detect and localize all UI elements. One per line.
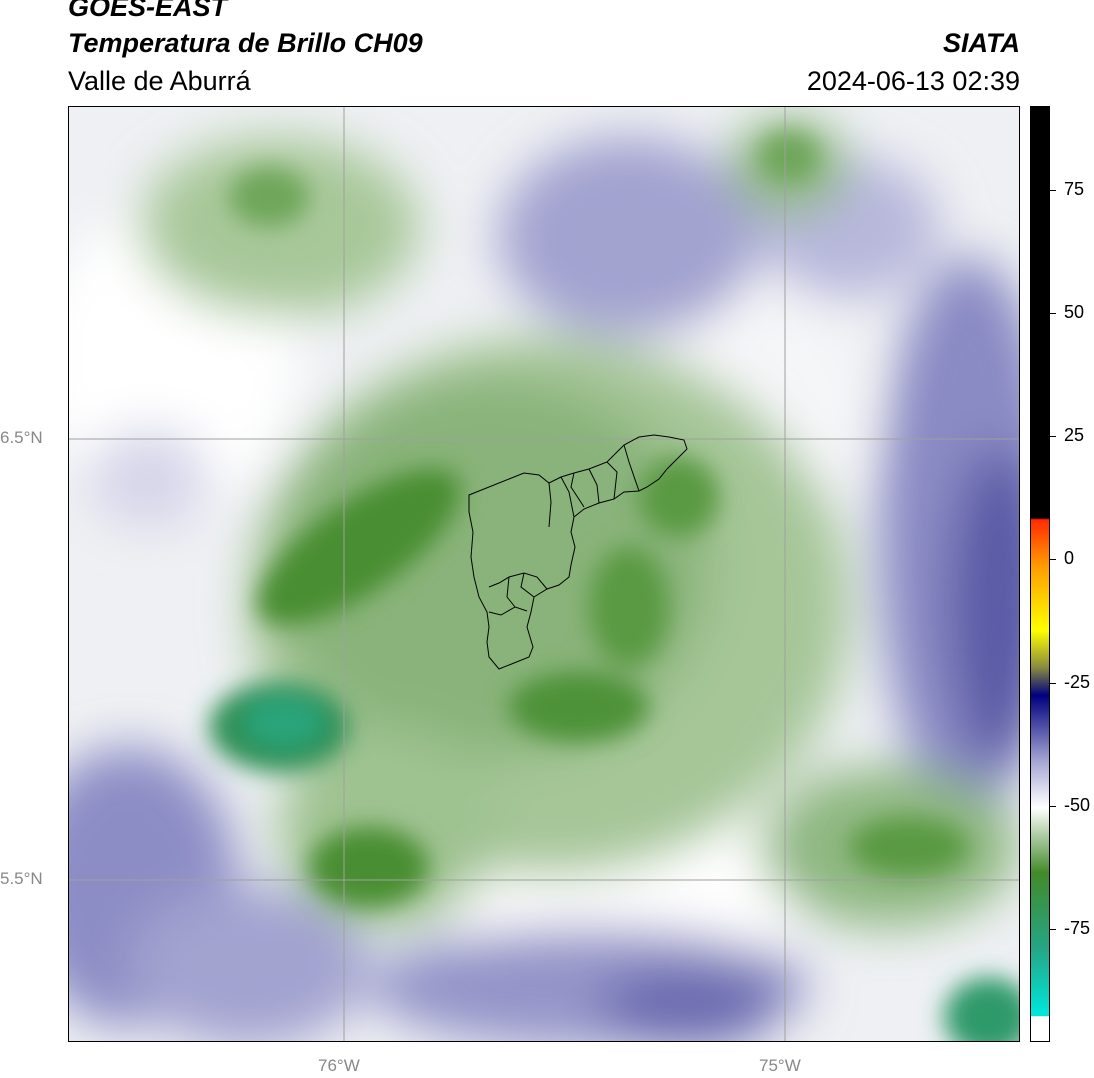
colorbar-label-50: 50 (1064, 302, 1085, 322)
colorbar-tick (1050, 929, 1056, 930)
region-title: Valle de Aburrá (68, 66, 251, 96)
colorbar-label-25: 25 (1064, 425, 1085, 445)
organization-title: SIATA (943, 28, 1020, 58)
brightness-temperature-map (68, 106, 1020, 1042)
colorbar (1030, 106, 1050, 1042)
colorbar-tick (1050, 683, 1056, 684)
datetime-title: 2024-06-13 02:39 (806, 66, 1020, 96)
cold-cloud-cores (209, 132, 1019, 1041)
cloud-field-blurred (69, 117, 1019, 1041)
colorbar-label-75: 75 (1064, 179, 1085, 199)
colorbar-tick (1050, 559, 1056, 560)
colorbar-label-minus-25: -25 (1064, 672, 1091, 692)
colorbar-tick (1050, 806, 1056, 807)
aburra-outer-boundary (468, 434, 688, 670)
municipal-boundaries-north (548, 444, 640, 528)
gridlines (69, 107, 1019, 1041)
satellite-title: GOES-EAST (68, 0, 228, 22)
colorbar-tick (1050, 436, 1056, 437)
colorbar-tick (1050, 190, 1056, 191)
lat-label-6-5: 6.5°N (0, 428, 43, 447)
map-canvas (69, 107, 1019, 1041)
valle-de-aburra-boundaries (468, 434, 688, 670)
colorbar-tick (1050, 313, 1056, 314)
lon-label-75w: 75°W (759, 1056, 801, 1075)
lon-label-76w: 76°W (318, 1056, 360, 1075)
colorbar-label-minus-50: -50 (1064, 795, 1091, 815)
colorbar-label-0: 0 (1064, 548, 1075, 568)
colorbar-label-minus-75: -75 (1064, 918, 1091, 938)
municipal-boundaries-south (488, 572, 548, 616)
lat-label-5-5: 5.5°N (0, 869, 43, 888)
product-title: Temperatura de Brillo CH09 (68, 28, 423, 58)
